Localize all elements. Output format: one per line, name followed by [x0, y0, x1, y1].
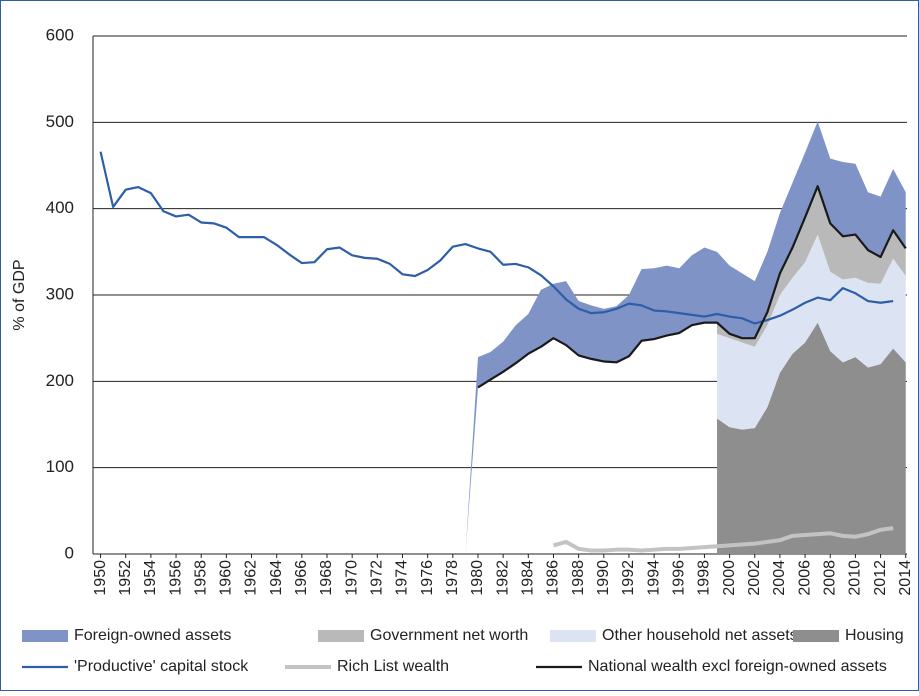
area: [717, 234, 906, 430]
x-tick-label: 1956: [167, 560, 184, 596]
legend-label: Foreign-owned assets: [74, 627, 231, 644]
area: [465, 121, 906, 554]
y-tick-label: 600: [46, 25, 74, 44]
x-tick-label: 2002: [746, 560, 763, 596]
x-tick-label: 1988: [570, 560, 587, 596]
x-tick-label: 1958: [192, 560, 209, 596]
x-tick-label: 1950: [92, 560, 109, 596]
x-tick-label: 1998: [696, 560, 713, 596]
legend-swatch: [22, 630, 68, 642]
x-tick-label: 1966: [293, 560, 310, 596]
legend-swatch: [550, 630, 596, 642]
legend-label: National wealth excl foreign-owned asset…: [588, 658, 887, 675]
x-tick-label: 1962: [243, 560, 260, 596]
x-tick-label: 1964: [268, 560, 285, 596]
x-tick-label: 1984: [520, 560, 537, 596]
y-tick-label: 200: [46, 371, 74, 390]
x-tick-label: 1954: [142, 560, 159, 596]
y-axis-label: % of GDP: [11, 259, 28, 330]
x-tick-label: 1970: [343, 560, 360, 596]
y-tick-label: 500: [46, 112, 74, 131]
x-tick-label: 1974: [394, 560, 411, 596]
x-tick-label: 1960: [218, 560, 235, 596]
x-tick-label: 1968: [318, 560, 335, 596]
legend-label: 'Productive' capital stock: [74, 658, 249, 675]
y-tick-label: 100: [46, 457, 74, 476]
x-tick-label: 1990: [595, 560, 612, 596]
x-tick-label: 1996: [671, 560, 688, 596]
line: [552, 526, 894, 553]
x-tick-label: 1972: [369, 560, 386, 596]
legend-label: Rich List wealth: [337, 658, 449, 675]
x-tick-label: 1978: [444, 560, 461, 596]
x-tick-label: 2010: [847, 560, 864, 596]
line: [99, 151, 894, 325]
x-tick-label: 1994: [645, 560, 662, 596]
x-tick-label: 2012: [872, 560, 889, 596]
x-tick-label: 2004: [771, 560, 788, 596]
x-tick-label: 1980: [469, 560, 486, 596]
legend-swatch: [318, 630, 364, 642]
legend-label: Government net worth: [370, 627, 528, 644]
legend-label: Housing: [845, 627, 904, 644]
x-tick-label: 1982: [494, 560, 511, 596]
x-tick-label: 2000: [721, 560, 738, 596]
area: [717, 186, 906, 347]
x-tick-label: 1986: [545, 560, 562, 596]
area: [717, 322, 906, 554]
x-tick-label: 1992: [620, 560, 637, 596]
x-tick-label: 2006: [796, 560, 813, 596]
x-tick-label: 2008: [821, 560, 838, 596]
y-tick-label: 0: [65, 543, 74, 562]
y-tick-label: 400: [46, 198, 74, 217]
x-tick-label: 2014: [897, 560, 914, 596]
legend-label: Other household net assets: [602, 627, 798, 644]
line: [477, 185, 907, 389]
x-tick-label: 1976: [419, 560, 436, 596]
x-tick-label: 1952: [117, 560, 134, 596]
legend-swatch: [793, 630, 839, 642]
y-tick-label: 300: [46, 284, 74, 303]
